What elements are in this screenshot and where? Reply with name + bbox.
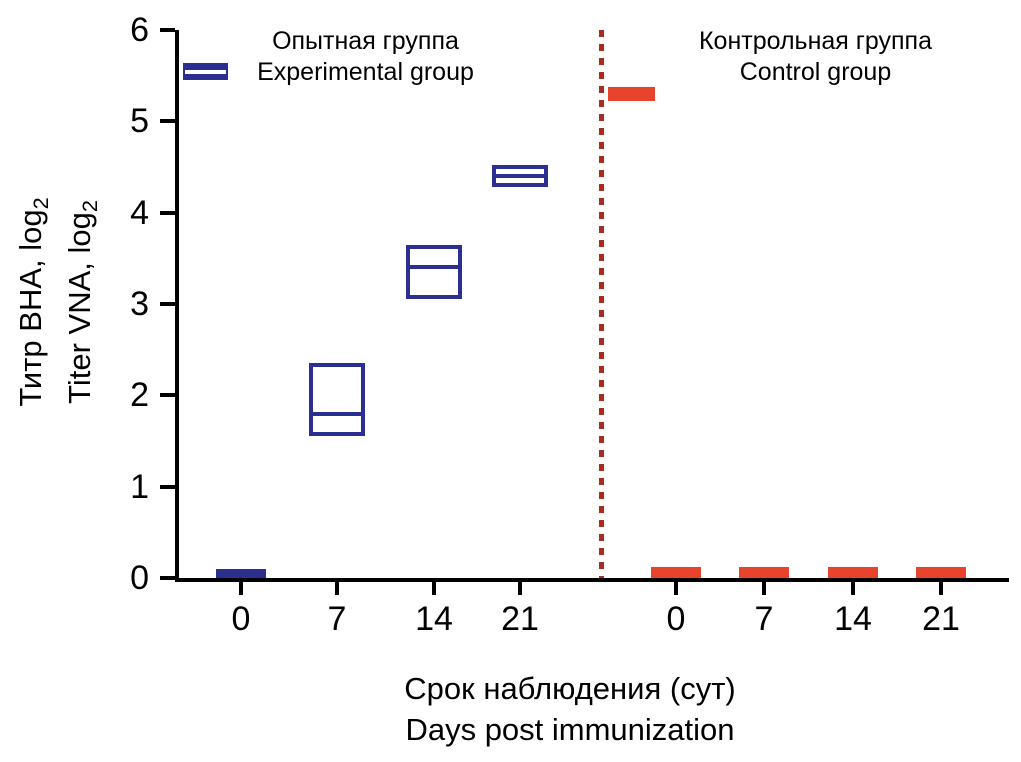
y-axis-label-sub-ru: 2 bbox=[28, 197, 53, 210]
legend-experimental-swatch bbox=[183, 63, 228, 80]
y-axis-label-text-ru: Титр ВНА, log bbox=[12, 209, 48, 407]
data-bar bbox=[216, 568, 266, 578]
x-tick-label: 21 bbox=[922, 600, 960, 638]
data-bar bbox=[651, 567, 701, 578]
x-axis-label-line-en: Days post immunization bbox=[405, 712, 735, 747]
x-axis-tick bbox=[762, 582, 766, 595]
legend-line-ru: Опытная группа bbox=[272, 27, 459, 55]
x-axis-tick bbox=[674, 582, 678, 595]
plot-area: 0 1 2 3 4 5 6 0 7 14 21 0 7 14 21 bbox=[130, 11, 1009, 638]
y-axis-tick bbox=[160, 576, 175, 580]
x-axis-tick bbox=[939, 582, 943, 595]
legend-control-swatch bbox=[608, 87, 655, 101]
x-tick-label: 7 bbox=[327, 600, 347, 638]
y-axis-label-text-en: Titer VNA, log bbox=[62, 212, 97, 404]
box-plot-median-line bbox=[309, 411, 365, 416]
legend-line-ru: Контрольная группа bbox=[698, 27, 932, 55]
group-divider-dotted-line bbox=[599, 30, 604, 578]
x-axis-label: Срок наблюдения (сут) Days post immuniza… bbox=[165, 668, 975, 750]
legend-swatch-midline bbox=[185, 69, 226, 74]
y-tick-label: 0 bbox=[130, 559, 149, 597]
x-axis-label-line-ru: Срок наблюдения (сут) bbox=[404, 671, 736, 706]
legend-control-label: Контрольная группа Control group bbox=[688, 26, 943, 88]
x-axis-tick bbox=[239, 582, 243, 595]
y-axis-tick bbox=[160, 210, 175, 215]
y-axis-tick bbox=[160, 302, 175, 306]
x-axis-tick bbox=[851, 582, 855, 595]
y-axis-tick bbox=[160, 484, 175, 489]
y-tick-label: 1 bbox=[130, 467, 149, 506]
x-axis-tick bbox=[335, 582, 339, 595]
y-tick-label: 2 bbox=[130, 376, 149, 415]
y-axis-tick bbox=[160, 28, 175, 32]
x-tick-label: 0 bbox=[231, 600, 251, 638]
y-axis-label-line-ru: Титр ВНА, log2 bbox=[11, 197, 60, 406]
y-tick-label: 5 bbox=[130, 102, 149, 141]
data-bar bbox=[739, 567, 789, 578]
x-tick-label: 14 bbox=[834, 600, 872, 638]
legend-line-en: Control group bbox=[739, 58, 892, 86]
data-bar bbox=[916, 567, 966, 578]
box-plot-median-line bbox=[492, 174, 548, 179]
y-axis-tick bbox=[160, 119, 175, 124]
x-tick-label: 14 bbox=[415, 600, 453, 638]
x-axis-tick bbox=[518, 582, 522, 595]
y-tick-label: 3 bbox=[130, 285, 149, 323]
x-tick-label: 0 bbox=[666, 600, 686, 638]
y-axis-tick bbox=[160, 393, 175, 398]
box-plot-box bbox=[406, 244, 462, 300]
box-plot-box bbox=[309, 363, 365, 437]
x-tick-label: 21 bbox=[501, 600, 539, 638]
y-tick-label: 6 bbox=[130, 11, 149, 49]
x-tick-label: 7 bbox=[754, 600, 774, 638]
box-plot-median-line bbox=[406, 265, 462, 270]
x-axis-tick bbox=[432, 582, 436, 595]
data-bar bbox=[828, 567, 878, 578]
legend-line-en: Experimental group bbox=[257, 58, 474, 86]
legend-experimental-label: Опытная группа Experimental group bbox=[248, 26, 483, 88]
y-tick-label: 4 bbox=[130, 193, 149, 232]
